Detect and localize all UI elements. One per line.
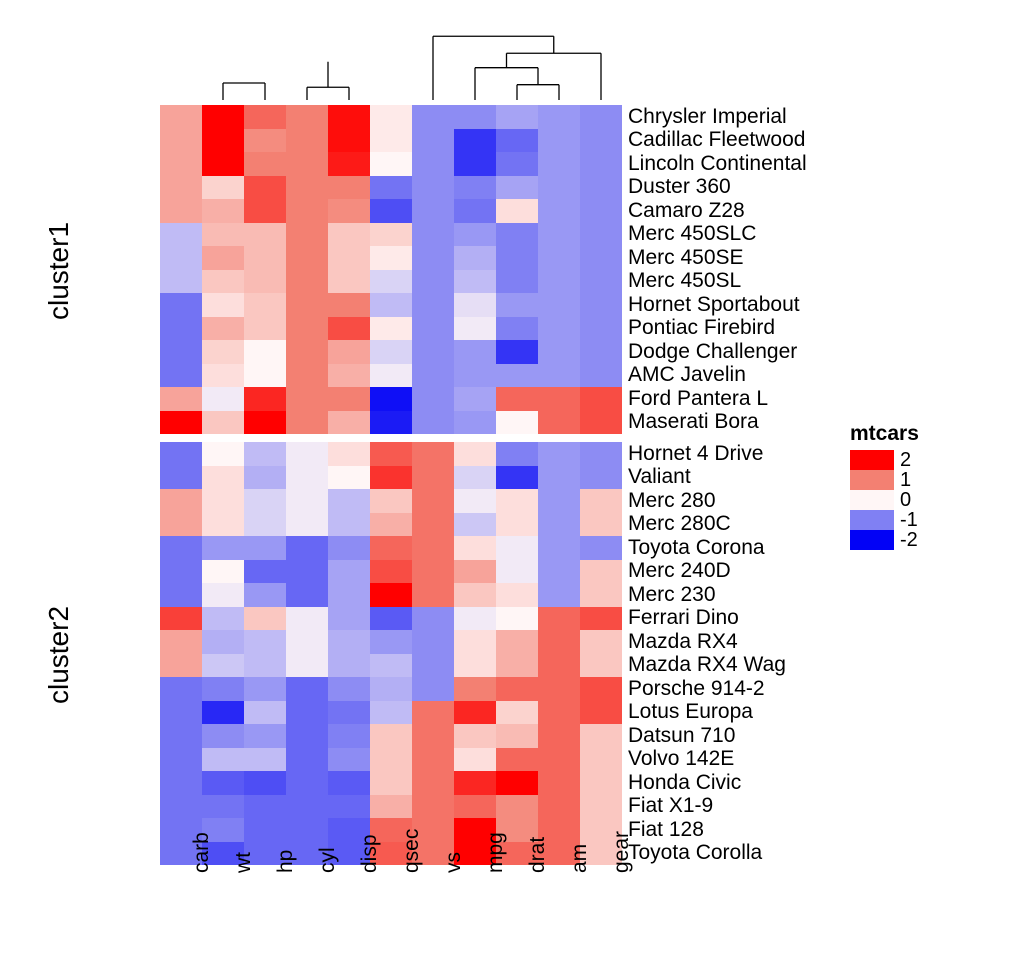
row-dendrogram-cluster2	[0, 0, 300, 150]
